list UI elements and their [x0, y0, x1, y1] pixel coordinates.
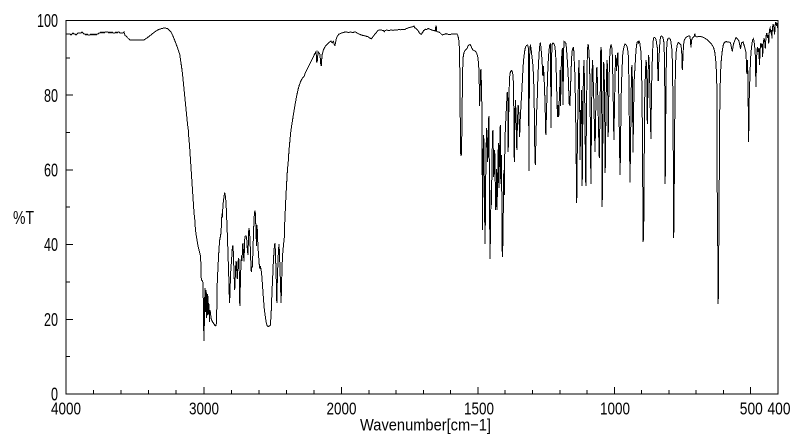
svg-text:1000: 1000 [600, 399, 630, 419]
svg-text:1500: 1500 [464, 399, 494, 419]
svg-text:500: 500 [740, 399, 763, 419]
svg-text:80: 80 [44, 85, 58, 106]
svg-text:400: 400 [768, 399, 791, 419]
svg-text:3000: 3000 [189, 399, 219, 419]
svg-text:40: 40 [44, 234, 58, 255]
svg-text:4000: 4000 [51, 399, 81, 419]
svg-text:100: 100 [37, 10, 58, 31]
svg-text:20: 20 [44, 309, 58, 330]
svg-text:2000: 2000 [327, 399, 357, 419]
svg-text:%T: %T [13, 207, 34, 228]
svg-text:60: 60 [44, 160, 58, 181]
svg-text:0: 0 [51, 384, 58, 405]
svg-text:Wavenumber[cm−1]: Wavenumber[cm−1] [360, 416, 491, 435]
